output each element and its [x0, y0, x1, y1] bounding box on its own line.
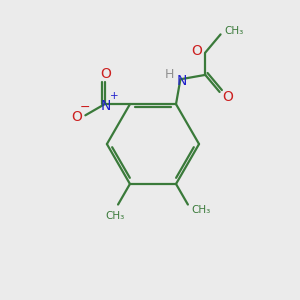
Text: N: N — [101, 99, 111, 112]
Text: O: O — [71, 110, 82, 124]
Text: O: O — [223, 90, 233, 104]
Text: N: N — [177, 74, 187, 88]
Text: CH₃: CH₃ — [224, 26, 244, 36]
Text: −: − — [79, 101, 90, 114]
Text: H: H — [164, 68, 174, 81]
Text: O: O — [101, 67, 112, 80]
Text: O: O — [191, 44, 203, 58]
Text: +: + — [110, 91, 118, 101]
Text: CH₃: CH₃ — [106, 211, 125, 221]
Text: CH₃: CH₃ — [192, 206, 211, 215]
